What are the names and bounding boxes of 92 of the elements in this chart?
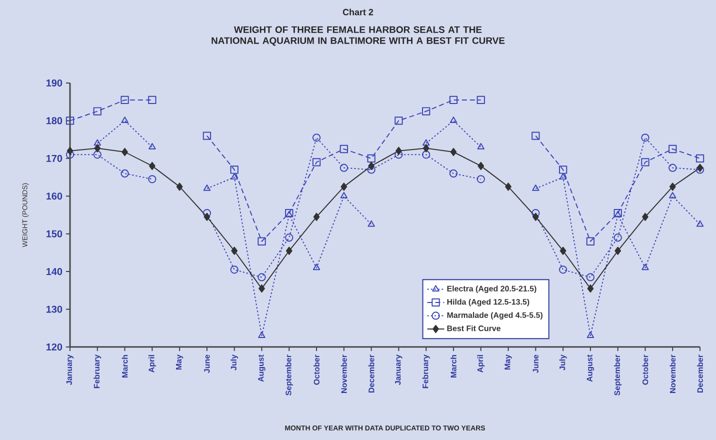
point (313, 212, 320, 221)
point (340, 192, 348, 198)
point (94, 144, 101, 152)
y-tick-label: 130 (46, 306, 62, 313)
point (230, 166, 238, 174)
point (121, 116, 128, 123)
point (120, 96, 129, 104)
point (312, 264, 320, 270)
point (94, 139, 102, 146)
point (558, 166, 568, 174)
point (204, 212, 210, 221)
point (258, 237, 266, 246)
y-tick-label: 150 (46, 230, 62, 238)
point (66, 150, 74, 159)
point (505, 182, 512, 191)
point (230, 173, 238, 180)
point (668, 164, 677, 172)
point (614, 234, 622, 242)
y-tick-label: 120 (46, 343, 62, 351)
point (558, 266, 568, 274)
point (258, 284, 265, 293)
point (586, 332, 594, 338)
point (368, 162, 374, 170)
point (122, 148, 128, 156)
point (285, 234, 294, 242)
point (368, 220, 375, 227)
point (559, 173, 567, 180)
point (120, 169, 129, 178)
point (477, 143, 484, 150)
point (148, 96, 156, 104)
point (231, 246, 238, 255)
point (560, 246, 566, 255)
point (203, 184, 211, 191)
point (66, 116, 74, 125)
point (422, 107, 430, 116)
point (532, 212, 539, 221)
point (586, 273, 595, 282)
point (476, 175, 485, 184)
point (532, 209, 540, 218)
point (148, 143, 156, 150)
point (148, 162, 156, 170)
point (422, 139, 430, 146)
chart-title: WEIGHT OF THREE FEMALE HARBOR SEALS AT THE NATIONAL AQUARIUM IN BALTIMORE WITH A BEST FIT CURVE (212, 26, 505, 46)
point (696, 154, 704, 162)
point (286, 246, 292, 255)
point (230, 266, 238, 274)
point (587, 284, 594, 293)
point (258, 273, 266, 282)
point (696, 220, 704, 227)
point (642, 264, 649, 270)
point (394, 150, 403, 159)
point (422, 144, 430, 152)
point (93, 150, 102, 159)
point (669, 192, 676, 198)
y-tick-label: 180 (46, 117, 62, 124)
point (176, 182, 183, 191)
y-tick-label: 170 (46, 154, 62, 162)
point (586, 237, 595, 246)
chart-subtitle: Chart 2 (342, 8, 374, 16)
y-tick-label: 160 (46, 192, 62, 200)
point (642, 212, 648, 221)
point (449, 96, 458, 104)
point (66, 146, 74, 155)
point (449, 169, 458, 178)
point (450, 148, 457, 156)
point (669, 182, 676, 191)
point (93, 107, 102, 116)
point (641, 134, 650, 142)
point (668, 144, 677, 154)
point (614, 246, 622, 255)
point (450, 116, 458, 123)
point (478, 162, 484, 170)
y-tick-label: 140 (46, 268, 62, 276)
point (340, 144, 348, 154)
point (532, 132, 540, 140)
point (394, 116, 403, 125)
point (312, 134, 321, 142)
point (340, 164, 348, 172)
point (148, 175, 156, 184)
y-tick-label: 190 (46, 79, 62, 87)
point (340, 182, 348, 191)
point (532, 184, 540, 191)
point (258, 332, 266, 338)
point (396, 146, 402, 155)
point (641, 158, 650, 166)
point (422, 150, 430, 159)
point (367, 154, 376, 162)
point (312, 158, 321, 166)
point (476, 96, 485, 104)
point (367, 166, 376, 174)
point (202, 209, 212, 218)
point (202, 132, 212, 140)
